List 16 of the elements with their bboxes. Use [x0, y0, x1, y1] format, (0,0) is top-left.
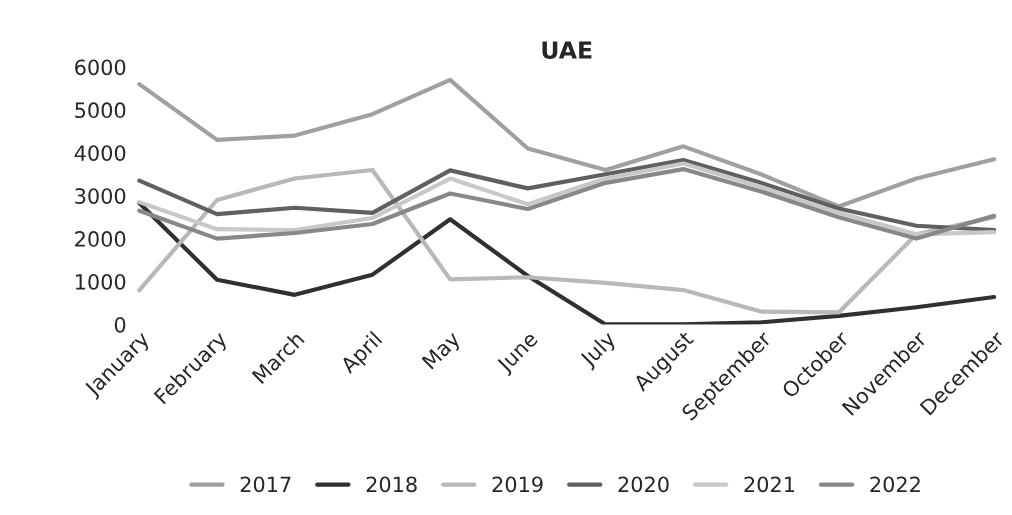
line-series	[137, 77, 997, 209]
y-tick-label: 6000	[75, 59, 126, 76]
y-tick-label: 3000	[75, 188, 126, 204]
y-tick-label: 5000	[75, 102, 126, 119]
line-series	[137, 200, 997, 325]
chart-title: UAE	[542, 41, 592, 59]
legend-label: 2017	[240, 476, 291, 493]
legend-label: 2018	[366, 476, 417, 493]
legend-label: 2020	[618, 476, 669, 493]
legend-label: 2021	[744, 476, 795, 493]
y-tick-label: 4000	[74, 145, 126, 161]
y-tick-label: 2000	[75, 231, 126, 247]
legend-label: 2019	[492, 476, 543, 493]
legend-label: 2022	[870, 476, 920, 493]
y-tick-label: 1000	[75, 273, 126, 290]
y-tick-label: 0	[114, 316, 126, 333]
